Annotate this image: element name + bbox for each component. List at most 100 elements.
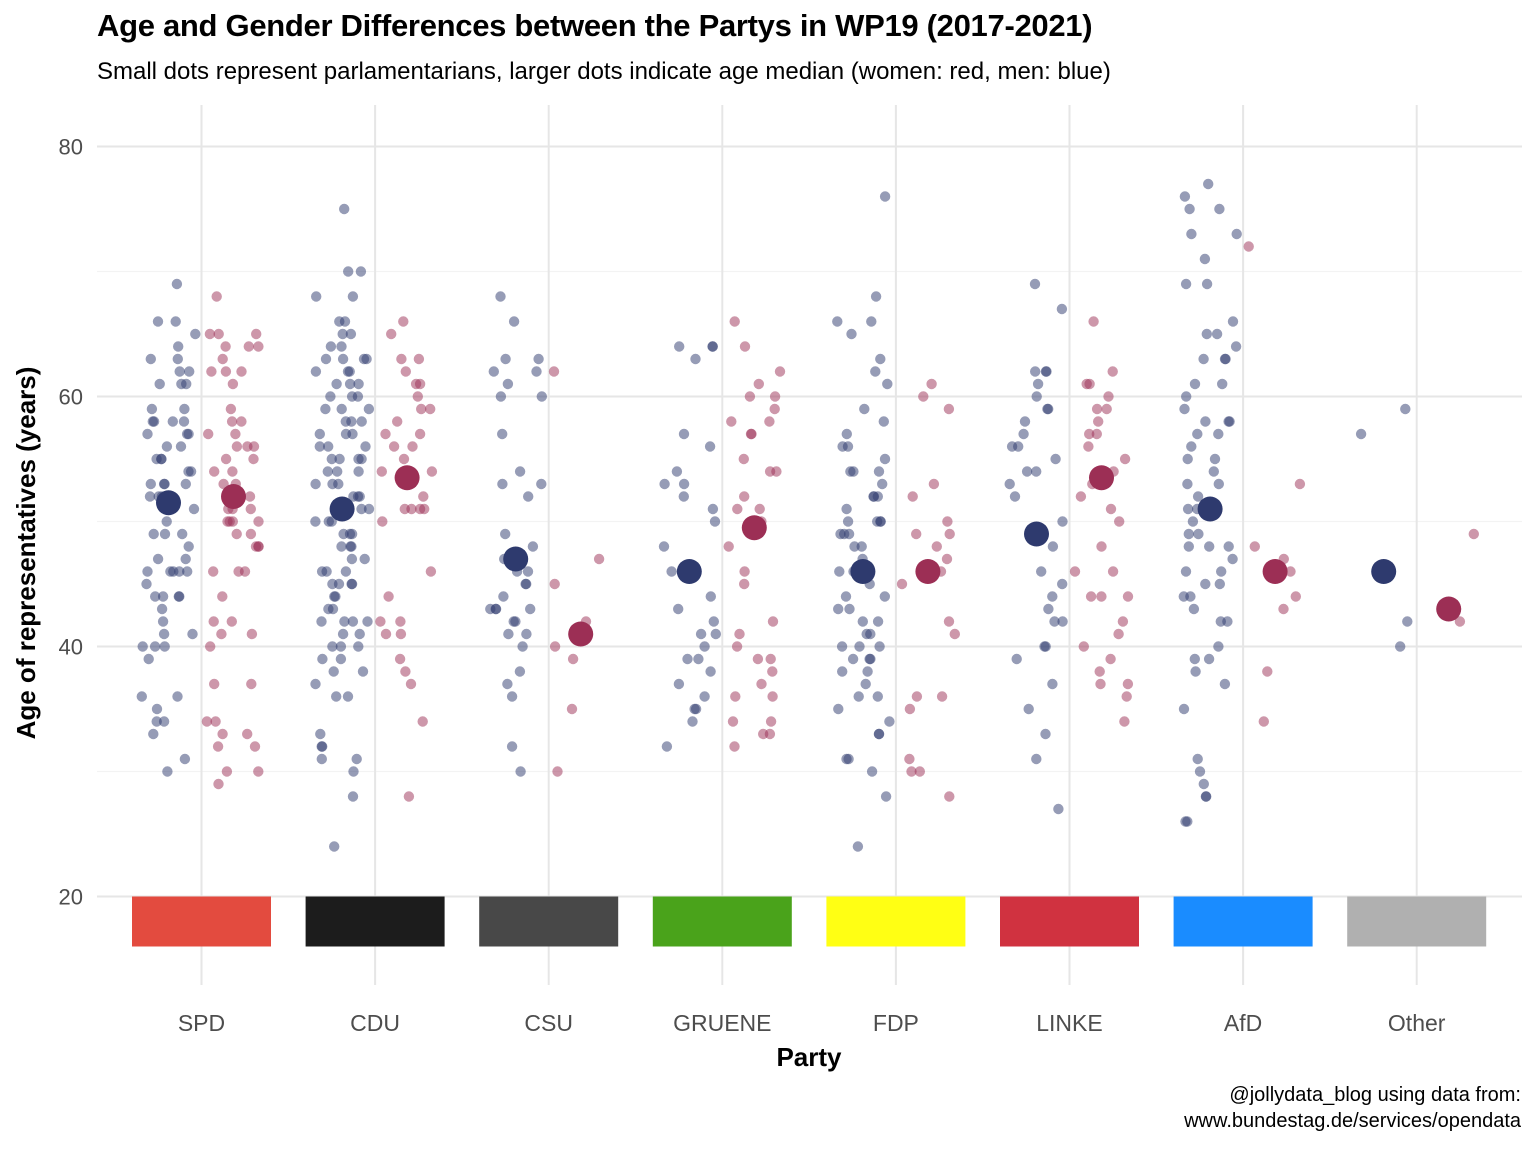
data-point-women <box>398 453 410 465</box>
data-point-men <box>1400 403 1411 415</box>
data-point-men <box>1178 703 1190 715</box>
data-point-men <box>183 466 194 477</box>
data-point-men <box>495 391 507 402</box>
data-point-men <box>841 503 852 515</box>
data-point-men <box>356 416 367 427</box>
data-point-women <box>418 491 429 502</box>
data-point-men <box>1203 178 1214 190</box>
median-point-women <box>568 621 594 647</box>
data-point-men <box>150 591 161 602</box>
data-point-men <box>1057 578 1068 590</box>
data-point-men <box>159 641 170 652</box>
data-point-men <box>176 378 187 390</box>
data-point-men <box>848 466 859 477</box>
data-point-men <box>327 603 339 615</box>
data-point-women <box>1243 241 1254 252</box>
median-point-women <box>1089 465 1114 491</box>
data-point-men <box>353 466 364 477</box>
data-point-men <box>353 641 364 652</box>
data-point-men <box>872 516 883 527</box>
data-point-men <box>490 603 501 615</box>
party-band-fdp <box>826 896 966 947</box>
data-point-men <box>1180 816 1191 827</box>
data-point-women <box>246 628 258 640</box>
data-point-women <box>566 703 578 715</box>
data-point-men <box>339 203 350 215</box>
data-point-men <box>137 641 148 652</box>
data-point-women <box>253 341 264 352</box>
data-point-men <box>693 653 704 665</box>
data-point-men <box>315 728 326 740</box>
data-point-men <box>348 766 359 777</box>
data-point-women <box>410 378 422 390</box>
data-point-women <box>221 766 233 777</box>
data-point-men <box>310 516 321 527</box>
data-point-men <box>334 316 345 327</box>
data-point-women <box>1094 666 1105 677</box>
data-point-men <box>332 466 343 477</box>
data-point-women <box>239 566 251 577</box>
data-point-women <box>942 516 953 527</box>
data-point-men <box>154 378 165 390</box>
data-point-men <box>1179 403 1190 415</box>
data-point-men <box>178 416 190 427</box>
data-point-men <box>1019 416 1031 427</box>
data-point-men <box>148 528 159 540</box>
x-tick-label: FDP <box>873 1010 919 1036</box>
data-point-men <box>179 753 191 765</box>
data-point-women <box>236 416 247 427</box>
data-point-men <box>1182 478 1193 490</box>
data-point-men <box>531 366 542 377</box>
data-point-women <box>425 403 436 415</box>
data-point-men <box>330 591 341 602</box>
data-point-women <box>765 653 776 665</box>
data-point-men <box>856 541 867 552</box>
data-point-women <box>245 503 256 515</box>
data-point-women <box>904 753 915 765</box>
x-tick-label: Other <box>1388 1010 1446 1036</box>
data-point-men <box>849 541 860 552</box>
data-point-women <box>1278 603 1289 615</box>
data-point-men <box>1223 541 1234 552</box>
data-point-women <box>403 791 415 802</box>
data-point-women <box>936 691 948 702</box>
data-point-men <box>658 541 670 552</box>
data-point-men <box>322 466 333 477</box>
data-point-women <box>1258 716 1270 727</box>
party-band-gruene <box>652 896 792 947</box>
data-point-men <box>317 653 328 665</box>
data-point-women <box>931 541 942 552</box>
data-point-women <box>729 741 740 752</box>
data-points <box>136 178 1480 852</box>
data-point-men <box>678 428 690 440</box>
data-point-men <box>661 741 673 752</box>
data-point-women <box>549 578 560 590</box>
data-point-women <box>217 728 228 740</box>
median-point-women <box>221 484 246 509</box>
data-point-men <box>161 516 172 527</box>
data-point-women <box>914 766 925 777</box>
data-point-men <box>1180 278 1192 290</box>
data-point-men <box>877 478 888 490</box>
median-point-women <box>915 559 941 584</box>
data-point-men <box>878 416 889 427</box>
data-point-men <box>177 528 188 540</box>
data-point-women <box>208 616 219 627</box>
data-point-men <box>1216 566 1227 577</box>
data-point-men <box>144 491 156 502</box>
data-point-women <box>1101 403 1112 415</box>
data-point-men <box>1188 603 1200 615</box>
data-point-men <box>158 716 170 727</box>
data-point-women <box>1091 428 1103 440</box>
data-point-women <box>941 553 953 565</box>
data-point-women <box>253 541 264 552</box>
data-point-men <box>339 616 350 627</box>
data-point-men <box>708 616 719 627</box>
median-point-men <box>329 496 355 522</box>
data-point-men <box>525 603 536 615</box>
data-point-men <box>1203 653 1215 665</box>
data-point-men <box>347 291 359 302</box>
data-point-men <box>1201 328 1213 340</box>
median-point-women <box>394 465 420 491</box>
data-point-men <box>360 441 371 452</box>
